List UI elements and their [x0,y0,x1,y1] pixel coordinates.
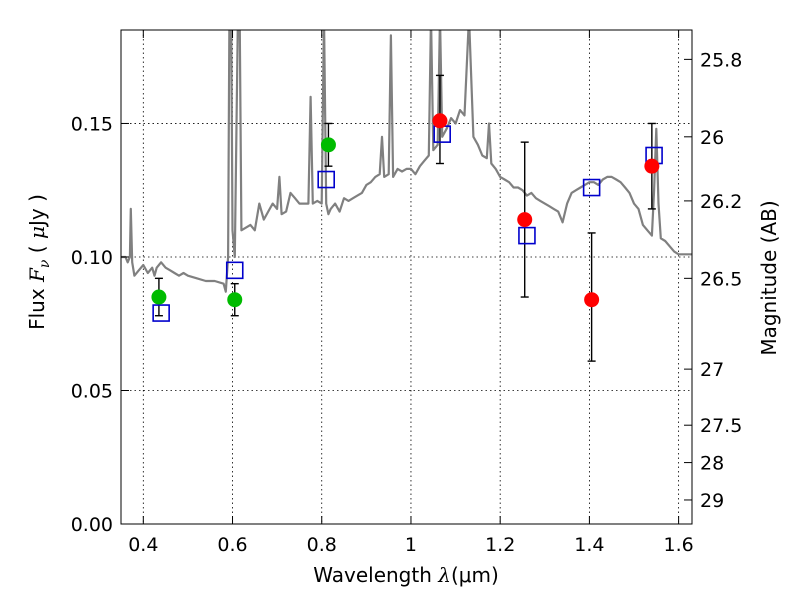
y2-tick-label: 25.8 [700,49,742,71]
y-tick-label: 0.15 [71,113,113,135]
y2-tick-label: 26.2 [700,191,742,213]
model-square [518,226,536,245]
x-tick-label: 0.4 [128,534,158,556]
grid [121,30,692,525]
x-tick-label: 1 [405,534,417,556]
model-square [317,170,336,189]
model-square [152,304,170,322]
y-tick-label: 0.10 [71,247,113,269]
x-tick-label: 1.6 [664,534,694,556]
model-square [582,178,601,197]
data-point [320,137,336,153]
x-tick-label: 1.4 [574,534,604,556]
y2-tick-label: 27.5 [700,415,742,437]
y2-tick-label: 27 [700,359,724,381]
x-tick-label: 1.2 [485,534,515,556]
y-tick-label: 0.00 [71,514,113,536]
x-tick-label: 0.8 [307,534,337,556]
data-point [432,113,448,129]
data-point [644,158,660,174]
y-tick-label: 0.05 [71,380,113,402]
model-square [225,261,244,280]
data-point [151,289,167,305]
data-point [227,292,243,308]
y2-tick-label: 26.5 [700,268,742,290]
data-point [517,212,533,228]
x-tick-label: 0.6 [217,534,247,556]
y2-tick-label: 26 [700,127,724,149]
y-axis-label: Flux Fν ( μJy ) [25,194,53,330]
plot-frame [120,29,693,525]
y2-tick-label: 29 [700,490,724,512]
y2-tick-label: 28 [700,453,724,475]
data-point [584,292,600,308]
model-spectrum [121,30,692,293]
observed-points [151,113,660,308]
spectrum-line [121,30,692,293]
error-bars [154,74,656,362]
y2-axis-label: Magnitude (AB) [757,200,781,355]
axis-ticks: 0.4 0.6 0.8 1 1.2 1.4 1.6 0.00 0.05 0.10 0.15 25.8 2… [71,30,742,556]
x-axis-label: Wavelength λ(μm) [313,563,499,587]
